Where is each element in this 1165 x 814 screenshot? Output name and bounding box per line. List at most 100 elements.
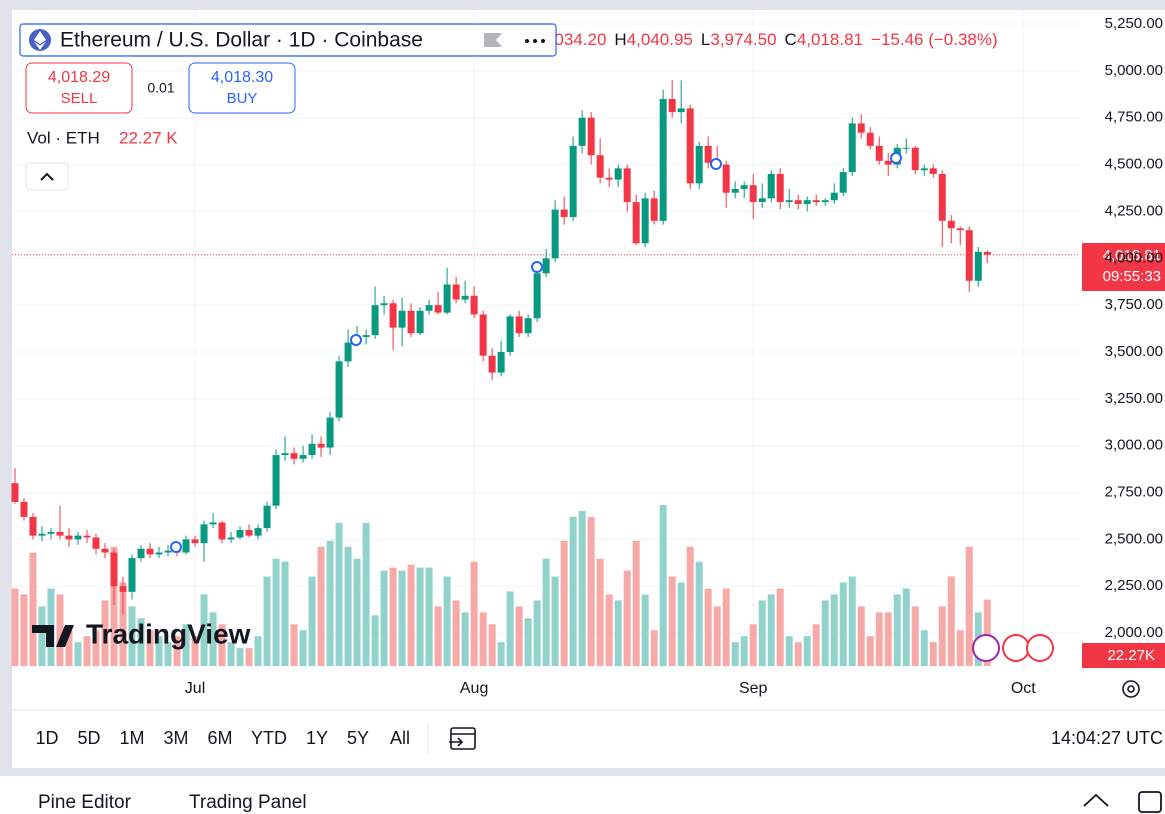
candles	[11, 80, 991, 615]
range-button[interactable]: YTD	[251, 728, 287, 748]
volume-bar	[389, 567, 397, 666]
candle-body	[389, 303, 397, 328]
event-marker[interactable]	[350, 334, 362, 346]
candle-body	[749, 185, 757, 203]
candle-body	[956, 228, 964, 231]
volume-bar	[38, 606, 46, 666]
sell-button[interactable]	[25, 62, 133, 114]
volume-bar	[479, 612, 487, 666]
volume-legend-label: Vol · ETH	[27, 128, 100, 147]
volume-bar	[605, 594, 613, 666]
volume-bar	[119, 582, 127, 666]
y-tick-label: 2,500.00	[1105, 530, 1163, 547]
y-tick-label: 3,750.00	[1105, 296, 1163, 313]
candle-body	[758, 198, 766, 203]
candle-body	[155, 552, 163, 555]
range-button[interactable]: 5Y	[347, 728, 369, 748]
volume-bar	[137, 618, 145, 666]
volume-bar	[947, 576, 955, 666]
volume-bar	[344, 546, 352, 666]
candle-body	[974, 251, 982, 281]
volume-bar	[227, 642, 235, 666]
buy-button[interactable]	[188, 62, 296, 114]
candle-body	[704, 145, 712, 163]
volume-bar	[56, 594, 64, 666]
news-icons	[972, 634, 1054, 662]
candle-body	[542, 258, 550, 274]
volume-bar	[497, 642, 505, 666]
candle-body	[623, 168, 631, 203]
event-marker[interactable]	[710, 158, 722, 170]
candle-body	[362, 335, 370, 338]
candle-body	[101, 548, 109, 553]
candle-body	[425, 305, 433, 311]
candle-body	[803, 200, 811, 204]
maximize-panel[interactable]	[1138, 791, 1162, 813]
candle-body	[857, 123, 865, 133]
candle-body	[830, 192, 838, 201]
range-button[interactable]: 3M	[163, 728, 188, 748]
candle-body	[929, 168, 937, 174]
candle-body	[245, 530, 253, 536]
candle-body	[137, 548, 145, 559]
candle-body	[839, 172, 847, 193]
range-button[interactable]: 1M	[119, 728, 144, 748]
range-button[interactable]: All	[390, 728, 410, 748]
candle-body	[614, 168, 622, 180]
range-button[interactable]: 1Y	[306, 728, 328, 748]
volume-bar	[533, 600, 541, 666]
y-tick-label: 4,000.00	[1105, 249, 1163, 266]
volume-bar	[128, 606, 136, 666]
candle-body	[650, 198, 658, 221]
range-button[interactable]: 5D	[77, 728, 100, 748]
volume-bar	[254, 636, 262, 666]
candle-body	[731, 188, 739, 193]
volume-bar	[785, 636, 793, 666]
volume-bar	[857, 606, 865, 666]
event-marker[interactable]	[170, 541, 182, 553]
candle-body	[83, 535, 91, 538]
ohlc-value: 3,974.50	[710, 30, 776, 49]
flag-icon[interactable]	[484, 33, 502, 47]
volume-bar	[893, 594, 901, 666]
event-marker[interactable]	[531, 261, 543, 273]
symbol-legend-box[interactable]	[19, 23, 557, 57]
sell-price: 4,018.29	[48, 69, 110, 86]
volume-bar	[749, 624, 757, 666]
y-tick-label: 4,500.00	[1105, 156, 1163, 173]
collapse-button[interactable]	[25, 162, 69, 191]
candle-body	[92, 537, 100, 549]
candle-body	[227, 537, 235, 540]
candle-body	[344, 342, 352, 362]
settings-icon[interactable]	[1122, 680, 1140, 698]
pine-editor-tab[interactable]: Pine Editor	[38, 792, 132, 813]
y-tick-label: 5,000.00	[1105, 62, 1163, 79]
volume-bar	[362, 522, 370, 666]
range-button[interactable]: 6M	[207, 728, 232, 748]
candle-body	[119, 586, 127, 592]
volume-bar	[29, 552, 37, 666]
candle-body	[191, 539, 199, 544]
candle-body	[326, 417, 334, 448]
buy-price: 4,018.30	[211, 69, 273, 86]
volume-bar	[380, 570, 388, 666]
candle-body	[47, 531, 55, 534]
more-icon[interactable]	[525, 39, 545, 43]
trading-panel-tab[interactable]: Trading Panel	[189, 792, 307, 813]
volume-bar	[443, 576, 451, 666]
news-icon[interactable]	[972, 634, 1000, 662]
goto-date-icon[interactable]	[449, 727, 476, 750]
event-marker[interactable]	[890, 152, 902, 164]
news-icon[interactable]	[1002, 634, 1030, 662]
candle-body	[506, 316, 514, 352]
ohlc-value: 4,018.81	[797, 30, 863, 49]
volume-bar	[515, 606, 523, 666]
candle-body	[641, 198, 649, 244]
volume-bar	[560, 540, 568, 666]
volume-bar	[290, 624, 298, 666]
range-button[interactable]: 1D	[35, 728, 58, 748]
candle-body	[533, 273, 541, 319]
expand-panel[interactable]	[1083, 793, 1109, 807]
volume-bar	[83, 636, 91, 666]
news-icon[interactable]	[1026, 634, 1054, 662]
